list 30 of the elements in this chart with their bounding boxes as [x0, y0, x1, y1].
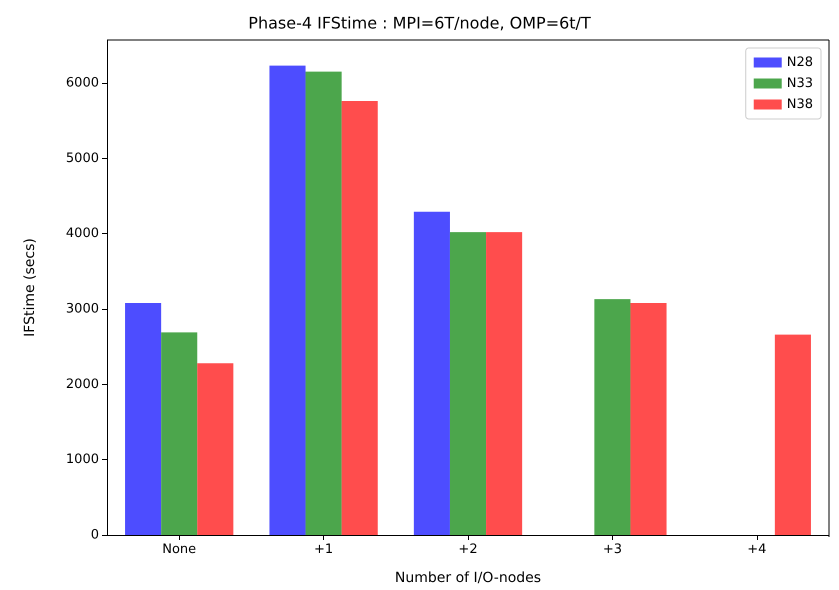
legend-label: N38 [786, 97, 814, 112]
x-tick-label: +3 [602, 542, 622, 557]
y-tick-label: 6000 [66, 75, 99, 90]
y-tick-label: 0 [90, 528, 99, 542]
y-tick-label: 3000 [66, 301, 99, 316]
y-tick-label: 1000 [66, 452, 99, 468]
y-tick-label: 4000 [66, 226, 99, 242]
bar [414, 212, 450, 535]
bar [342, 101, 378, 535]
bar [630, 302, 667, 535]
bar [269, 66, 306, 535]
legend-label: N33 [786, 76, 814, 91]
bar [486, 232, 522, 535]
y-axis-title: IFStime (secs) [22, 238, 38, 337]
bar [197, 363, 234, 535]
bar [450, 232, 486, 535]
chart-title: Phase-4 IFStime : MPI=6T/node, OMP=6t/T [248, 14, 591, 32]
bar [306, 72, 342, 535]
bar [161, 332, 198, 535]
bar [125, 302, 162, 535]
y-tick-label: 5000 [66, 150, 99, 166]
x-tick-label: +4 [747, 542, 766, 557]
legend-label: N28 [786, 55, 814, 70]
x-tick-label: None [162, 542, 196, 557]
bar [594, 299, 630, 535]
bar [774, 334, 811, 535]
x-tick-label: +2 [458, 542, 478, 557]
y-tick-label: 2000 [66, 376, 99, 392]
x-axis-title: Number of I/O-nodes [394, 570, 542, 586]
x-tick-label: +1 [314, 542, 334, 557]
